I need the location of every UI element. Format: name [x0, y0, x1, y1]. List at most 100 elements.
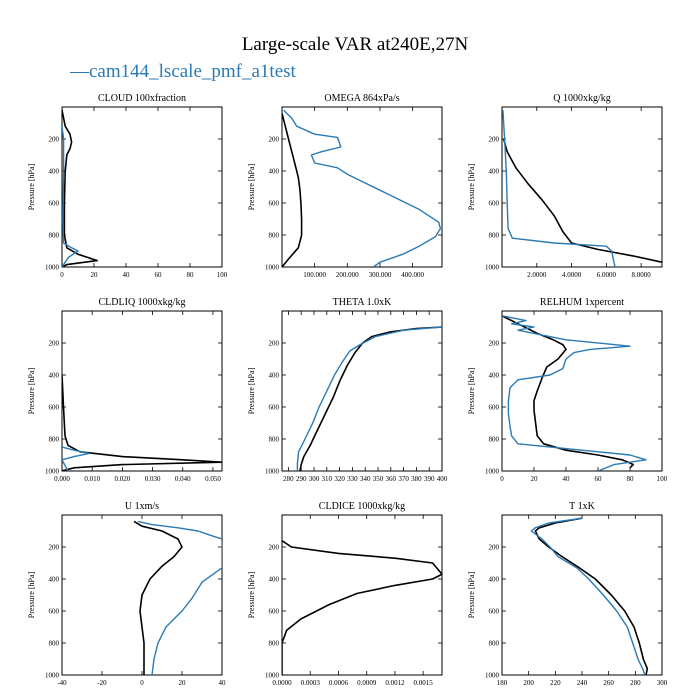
plot-frame [281, 514, 443, 676]
x-tick-label: 8.0000 [632, 271, 652, 279]
panel: THETA 1.0xK Pressure [hPa] 280 290 300 310 320… [247, 297, 448, 483]
y-tick-label: 800 [489, 232, 500, 240]
x-tick-label: 320 [334, 475, 345, 483]
y-tick-label: 1000 [485, 264, 500, 272]
x-tick-label: 100.000 [303, 271, 326, 279]
legend-label: cam144_lscale_pmf_a1test [89, 61, 297, 82]
legend: — cam144_lscale_pmf_a1test [69, 61, 297, 82]
series-line-blue [502, 110, 616, 267]
x-tick-label: 2.0000 [527, 271, 547, 279]
y-tick-label: 400 [49, 576, 60, 584]
x-tick-label: 390 [424, 475, 435, 483]
panel-title: RELHUM 1xpercent [540, 297, 624, 308]
x-tick-label: 0.020 [115, 475, 131, 483]
panel: CLDICE 1000xkg/kg Pressure [hPa] 0.0000 0.0… [247, 501, 443, 687]
x-tick-label: 280 [283, 475, 294, 483]
x-tick-label: 40 [123, 271, 131, 279]
series-line-black [62, 110, 98, 267]
panel: Q 1000xkg/kg Pressure [hPa] 2.0000 4.0000 6.… [467, 93, 663, 279]
plot-frame [61, 106, 223, 268]
figure-title: Large-scale VAR at240E,27N [242, 34, 469, 55]
series-line-black [62, 374, 222, 471]
series-line-blue [283, 109, 442, 267]
x-tick-label: 0.0006 [329, 679, 349, 687]
y-tick-label: 200 [269, 136, 280, 144]
y-tick-label: 600 [49, 608, 60, 616]
x-tick-label: 40 [219, 679, 227, 687]
x-tick-label: 80 [187, 271, 195, 279]
x-tick-label: 360 [386, 475, 397, 483]
y-tick-label: 1000 [265, 672, 280, 680]
panel-title: CLOUD 100xfraction [98, 93, 186, 104]
series-line-blue [296, 326, 442, 471]
x-tick-label: 290 [296, 475, 307, 483]
y-tick-label: 400 [49, 168, 60, 176]
x-tick-label: 0.000 [54, 475, 70, 483]
series-line-blue [137, 520, 222, 675]
series-line-black [282, 539, 442, 675]
panel-title: CLDLIQ 1000xkg/kg [99, 297, 186, 308]
series-line-blue [62, 446, 90, 471]
panel: RELHUM 1xpercent Pressure [hPa] 0 20 40 60 80 1… [467, 297, 668, 483]
y-axis-label: Pressure [hPa] [27, 367, 36, 414]
panel: U 1xm/s Pressure [hPa] -40 -20 0 20 40 200 400 60… [27, 501, 226, 687]
x-tick-label: 300.000 [369, 271, 392, 279]
plot-frame [501, 310, 663, 472]
x-tick-label: 0 [140, 679, 144, 687]
series-line-blue [530, 517, 646, 675]
x-tick-label: 260 [603, 679, 614, 687]
y-axis-label: Pressure [hPa] [467, 163, 476, 210]
x-tick-label: 240 [577, 679, 588, 687]
panel-title: T 1xK [569, 501, 595, 512]
x-tick-label: 60 [595, 475, 603, 483]
series-line-black [534, 517, 649, 675]
x-tick-label: 200.000 [336, 271, 359, 279]
x-tick-label: 20 [531, 475, 539, 483]
x-tick-label: 0.0012 [385, 679, 405, 687]
x-tick-label: 0.010 [84, 475, 100, 483]
series-line-blue [62, 126, 79, 267]
x-tick-label: 0.0000 [272, 679, 292, 687]
x-tick-label: -40 [57, 679, 67, 687]
y-tick-label: 400 [489, 576, 500, 584]
y-tick-label: 800 [49, 640, 60, 648]
y-tick-label: 800 [269, 436, 280, 444]
y-tick-label: 1000 [45, 264, 60, 272]
plot-frame [501, 106, 663, 268]
x-tick-label: 0.0003 [301, 679, 321, 687]
x-tick-label: 340 [360, 475, 371, 483]
x-tick-label: 0.030 [145, 475, 161, 483]
y-tick-label: 1000 [45, 468, 60, 476]
panel-title: CLDICE 1000xkg/kg [319, 501, 405, 512]
y-tick-label: 200 [49, 340, 60, 348]
x-tick-label: -20 [97, 679, 107, 687]
plot-frame [281, 106, 443, 268]
series-line-black [502, 138, 662, 263]
y-tick-label: 1000 [265, 264, 280, 272]
y-tick-label: 200 [269, 340, 280, 348]
y-tick-label: 600 [269, 404, 280, 412]
x-tick-label: 20 [91, 271, 99, 279]
panel: T 1xK Pressure [hPa] 180 200 220 240 260 280 300… [467, 501, 668, 687]
panel-grid: CLOUD 100xfraction Pressure [hPa] 0 20 40 60 8… [27, 93, 668, 687]
y-tick-label: 400 [269, 372, 280, 380]
panel-title: OMEGA 864xPa/s [324, 93, 399, 104]
x-tick-label: 180 [497, 679, 508, 687]
y-tick-label: 200 [49, 544, 60, 552]
panel: OMEGA 864xPa/s Pressure [hPa] 100.000 200.0… [247, 93, 443, 279]
legend-marker: — [69, 61, 90, 82]
x-tick-label: 0.050 [205, 475, 221, 483]
y-axis-label: Pressure [hPa] [247, 163, 256, 210]
y-tick-label: 600 [49, 404, 60, 412]
y-axis-label: Pressure [hPa] [247, 571, 256, 618]
x-tick-label: 310 [322, 475, 333, 483]
y-tick-label: 200 [489, 544, 500, 552]
panel-title: U 1xm/s [125, 501, 159, 512]
y-tick-label: 600 [49, 200, 60, 208]
x-tick-label: 330 [347, 475, 358, 483]
x-tick-label: 100 [217, 271, 228, 279]
y-tick-label: 400 [489, 168, 500, 176]
y-tick-label: 800 [489, 640, 500, 648]
x-tick-label: 6.0000 [597, 271, 617, 279]
x-tick-label: 370 [398, 475, 409, 483]
